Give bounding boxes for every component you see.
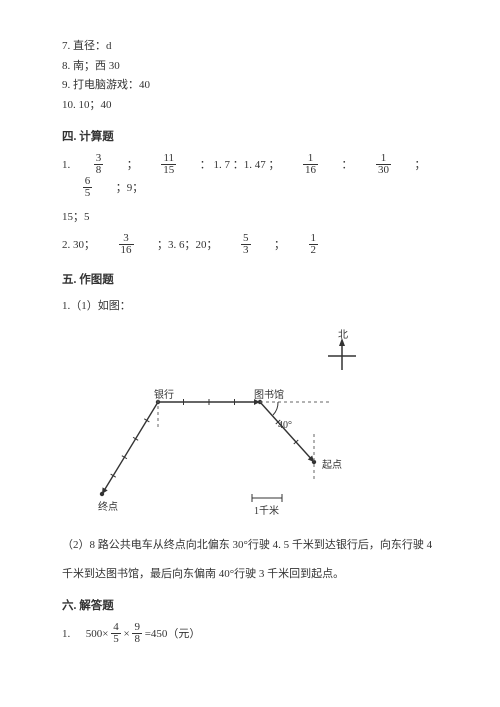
frac-den: 16	[303, 164, 318, 176]
section-4-title: 四. 计算题	[62, 128, 444, 144]
eq-450: =450（元）	[145, 628, 201, 640]
frac-9-8: 9 8	[132, 622, 142, 645]
frac-1-2: 1 2	[309, 233, 319, 256]
angle-label: 40°	[278, 420, 292, 431]
q4-2-prefix: 2. 30；	[62, 239, 95, 251]
q4-1-prefix: 1.	[62, 159, 70, 171]
frac-num: 4	[111, 622, 121, 633]
frac-3-8: 3 8	[94, 153, 104, 176]
q5-1-text-b: 千米到达图书馆，最后向东偏南 40°行驶 3 千米回到起点。	[62, 565, 444, 584]
frac-num: 6	[83, 176, 93, 187]
frac-den: 16	[119, 244, 134, 256]
scale-label: 1千米	[254, 502, 279, 517]
q5-1-head: 1.（1）如图：	[62, 297, 444, 316]
sep: ；	[274, 239, 285, 251]
frac-den: 3	[241, 244, 251, 256]
frac-num: 1	[376, 153, 391, 164]
intro-line-9: 9. 打电脑游戏：40	[62, 77, 444, 95]
frac-4-5: 4 5	[111, 622, 121, 645]
q4-1-row1: 1. 3 8 ； 11 15 ： 1. 7 ：1. 47 ； 1 16 ： 1 …	[62, 154, 444, 200]
frac-den: 5	[111, 633, 121, 645]
bank-label: 银行	[154, 386, 174, 401]
frac-5-3: 5 3	[241, 233, 251, 256]
section-6-title: 六. 解答题	[62, 597, 444, 613]
intro-line-8: 8. 南；西 30	[62, 58, 444, 76]
val-17: 1. 7	[214, 159, 231, 171]
q6-1-row: 1. 500× 4 5 × 9 8 =450（元）	[62, 623, 444, 646]
intro-line-7: 7. 直径：d	[62, 38, 444, 56]
frac-6-5: 6 5	[83, 176, 93, 199]
frac-num: 9	[132, 622, 142, 633]
end-label: 终点	[98, 498, 118, 513]
frac-num: 3	[94, 153, 104, 164]
north-label: 北	[338, 326, 348, 341]
frac-1-30: 1 30	[376, 153, 391, 176]
intro-line-10: 10. 10；40	[62, 97, 444, 115]
route-svg	[62, 326, 362, 526]
sep: ：	[342, 159, 353, 171]
frac-num: 1	[303, 153, 318, 164]
frac-den: 15	[161, 164, 176, 176]
sep: ：	[200, 159, 211, 171]
frac-den: 30	[376, 164, 391, 176]
val-147: ：1. 47	[233, 159, 266, 171]
route-figure: 北 银行 图书馆 起点 终点 40° 1千米	[62, 326, 362, 526]
sep: ；	[127, 159, 138, 171]
frac-11-15: 11 15	[161, 153, 176, 176]
times: ×	[123, 628, 129, 640]
sep: ；	[415, 159, 426, 171]
q5-1-text-a: （2）8 路公共电车从终点向北偏东 30°行驶 4. 5 千米到达银行后，向东行…	[62, 536, 444, 555]
frac-den: 8	[94, 164, 104, 176]
frac-den: 2	[309, 244, 319, 256]
frac-num: 3	[119, 233, 134, 244]
sep: ；	[269, 159, 280, 171]
frac-3-16: 3 16	[119, 233, 134, 256]
q4-1-row2: 15；5	[62, 206, 444, 228]
expr-500x: 500×	[86, 628, 109, 640]
frac-den: 5	[83, 187, 93, 199]
frac-den: 8	[132, 633, 142, 645]
start-label: 起点	[322, 456, 342, 471]
q6-1-prefix: 1.	[62, 628, 70, 640]
section-5-title: 五. 作图题	[62, 271, 444, 287]
frac-num: 11	[161, 153, 176, 164]
north-indicator: 北	[322, 336, 362, 379]
frac-num: 5	[241, 233, 251, 244]
frac-num: 1	[309, 233, 319, 244]
library-label: 图书馆	[254, 386, 284, 401]
frac-1-16: 1 16	[303, 153, 318, 176]
val-36-20: ；3. 6；20；	[157, 239, 218, 251]
tail-9: ；9；	[116, 182, 144, 194]
page-root: 7. 直径：d 8. 南；西 30 9. 打电脑游戏：40 10. 10；40 …	[0, 0, 500, 672]
q4-2-row: 2. 30； 3 16 ；3. 6；20； 5 3 ； 1 2	[62, 234, 444, 257]
